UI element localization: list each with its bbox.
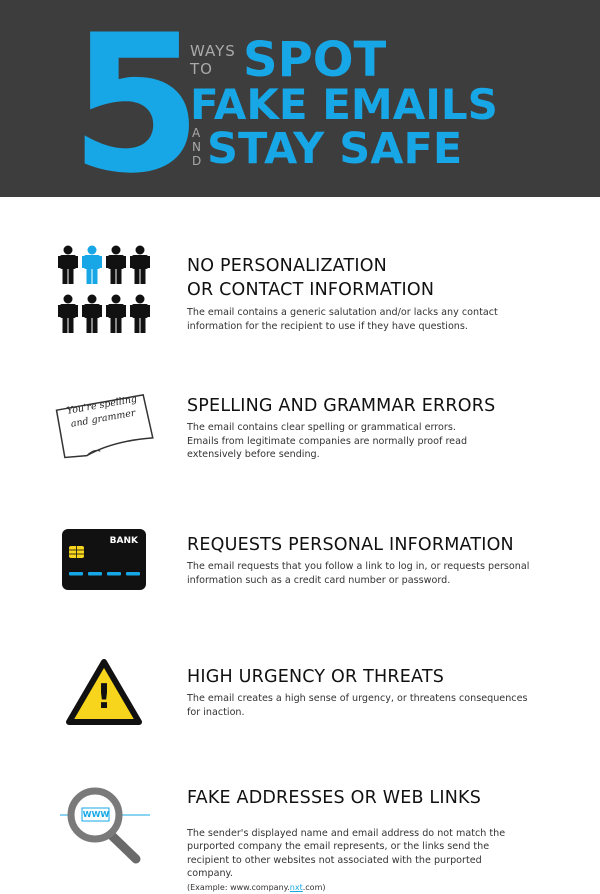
item-desc-urgency: The email creates a high sense of urgenc… — [187, 693, 528, 718]
warning-exclamation: ! — [96, 677, 112, 717]
item-desc-spelling: The email contains clear spelling or gra… — [187, 422, 468, 460]
item-title-spelling: SPELLING AND GRAMMAR ERRORS — [187, 396, 496, 416]
item-title-no-personalization-2: OR CONTACT INFORMATION — [187, 280, 435, 300]
headline-and-d: D — [192, 154, 202, 168]
item-desc-no-personalization: The email contains a generic salutation … — [187, 307, 498, 332]
item-title-urgency: HIGH URGENCY OR THREATS — [187, 667, 445, 687]
item-title-fake-addresses: FAKE ADDRESSES OR WEB LINKS — [187, 788, 482, 808]
magnifier-icon: WWW — [60, 780, 150, 865]
header-banner: 5 WAYS TO SPOT FAKE EMAILS A N D STAY SA… — [0, 0, 600, 215]
headline-number: 5 — [70, 0, 202, 215]
headline-spot: SPOT — [243, 32, 387, 88]
note-icon: You're spelling and grammer — [50, 388, 160, 464]
card-bank-label: BANK — [109, 536, 138, 546]
item-title-no-personalization-1: NO PERSONALIZATION — [187, 256, 387, 276]
headline-ways: WAYS — [190, 42, 236, 60]
example-suffix: .com) — [302, 882, 326, 892]
item-desc-fake-addresses: The sender's displayed name and email ad… — [187, 813, 557, 894]
headline-fake-emails: FAKE EMAILS — [190, 80, 498, 129]
headline-stay-safe: STAY SAFE — [207, 124, 463, 174]
credit-card-icon: BANK — [62, 529, 146, 590]
headline-and-n: N — [192, 140, 201, 154]
headline-to: TO — [190, 60, 213, 78]
magnifier-www-label: WWW — [82, 810, 110, 819]
example-prefix: (Example: www.company. — [187, 882, 290, 892]
warning-icon: ! — [66, 659, 142, 725]
item-desc-personal-info: The email requests that you follow a lin… — [187, 561, 530, 586]
headline-and-a: A — [192, 126, 201, 140]
example-highlight: nxt — [289, 882, 303, 892]
item-title-personal-info: REQUESTS PERSONAL INFORMATION — [187, 535, 514, 555]
people-icon — [55, 242, 155, 342]
item-desc-fake-addresses-text: The sender's displayed name and email ad… — [187, 827, 506, 880]
